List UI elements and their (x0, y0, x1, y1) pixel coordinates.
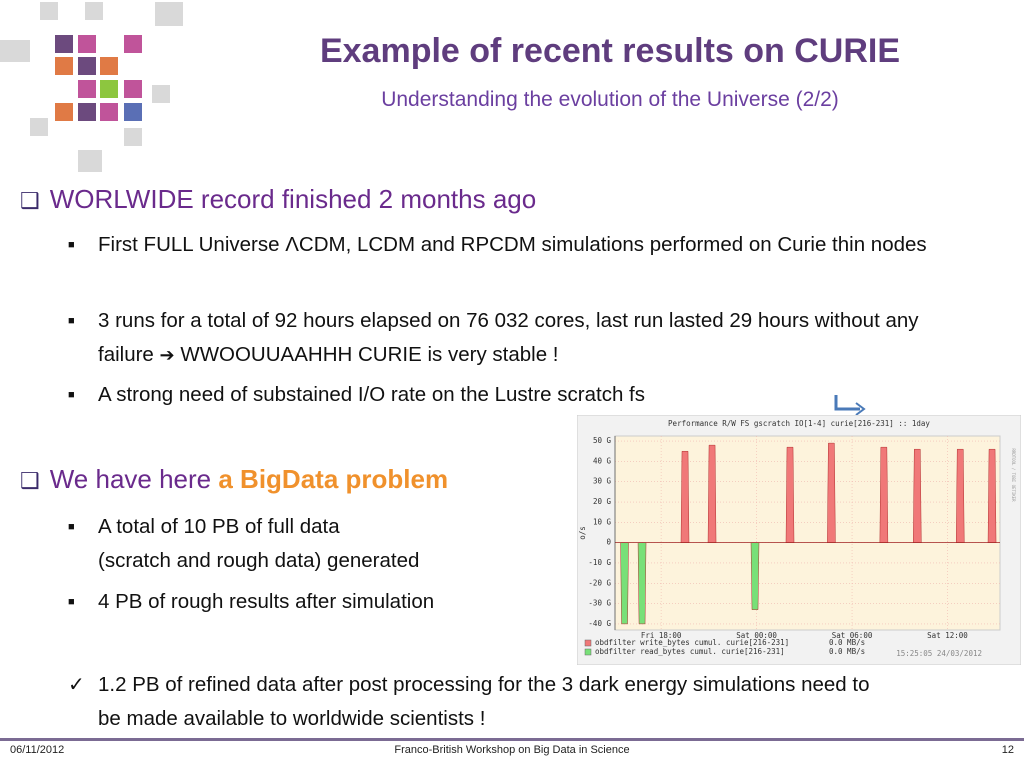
bullet: ■ A total of 10 PB of full data (scratch a… (68, 515, 420, 572)
spike (707, 444, 717, 543)
x-tick-label: Sat 06:00 (832, 631, 873, 640)
section-heading: ❑ We have here a BigData problem (20, 464, 449, 494)
bullet-text: 4 PB of rough results after simulation (98, 590, 435, 613)
slide-subtitle: Understanding the evolution of the Unive… (381, 88, 839, 111)
bullet-text: 3 runs for a total of 92 hours elapsed o… (98, 309, 919, 366)
arrow-icon (834, 395, 866, 416)
footer-date: 06/11/2012 (10, 744, 65, 756)
side-note: RRDTOOL / TOBI OETIKER (1011, 449, 1016, 503)
y-tick-label: 50 G (593, 436, 612, 445)
spike (955, 448, 965, 543)
footer-event: Franco-British Workshop on Big Data in S… (394, 744, 630, 756)
y-tick-label: -20 G (588, 578, 611, 587)
bullet-text: A strong need of substained I/O rate on … (98, 383, 645, 406)
footer-rule (0, 738, 1024, 741)
chart-title: Performance R/W FS gscratch IO[1-4] curi… (668, 419, 930, 428)
bullet-text: (scratch and rough data) generated (98, 549, 420, 572)
spike (785, 446, 795, 543)
y-tick-label: 20 G (593, 497, 612, 506)
legend-label: obdfilter read_bytes cumul. curie[216-23… (595, 647, 785, 656)
legend-swatch (584, 639, 592, 647)
y-tick-label: 40 G (593, 456, 612, 465)
section-heading: ❑ WORLWIDE record finished 2 months ago (20, 184, 537, 214)
y-tick-label: 10 G (593, 517, 612, 526)
heading-text: We have here (49, 464, 219, 494)
x-tick-label: Fri 18:00 (641, 631, 682, 640)
io-chart: Performance R/W FS gscratch IO[1-4] curi… (577, 415, 1021, 665)
heading-highlight: a BigData problem (218, 464, 449, 494)
y-tick-label: -30 G (588, 599, 611, 608)
check-bullet: ✓ 1.2 PB of refined data after post proce… (68, 673, 870, 730)
spike (680, 450, 690, 543)
timestamp: 15:25:05 24/03/2012 (896, 649, 982, 658)
legend-rate: 0.0 MB/s (829, 638, 865, 647)
spike (637, 542, 647, 625)
bullet: ■ 4 PB of rough results after simulation (68, 590, 435, 613)
footer-page: 12 (1001, 744, 1014, 756)
spike (879, 446, 889, 543)
bullet-text: 1.2 PB of refined data after post proces… (98, 673, 870, 730)
y-tick-label: -10 G (588, 558, 611, 567)
legend-swatch (584, 648, 592, 656)
bullet-text: A total of 10 PB of full data (98, 515, 340, 538)
y-axis-label: o/s (578, 526, 587, 540)
y-tick-label: 0 (606, 538, 611, 547)
plot-area (614, 435, 1001, 631)
x-tick-label: Sat 00:00 (736, 631, 777, 640)
x-tick-label: Sat 12:00 (927, 631, 968, 640)
bullet-text: First FULL Universe ΛCDM, LCDM and RPCDM… (98, 233, 927, 256)
legend-rate: 0.0 MB/s (829, 647, 865, 656)
heading-text: WORLWIDE record finished 2 months ago (49, 184, 537, 214)
spike (987, 448, 997, 543)
bullet: ■ 3 runs for a total of 92 hours elapsed … (68, 309, 919, 366)
spike (827, 442, 836, 543)
y-tick-label: 30 G (593, 477, 612, 486)
y-tick-label: -40 G (588, 619, 611, 628)
spike (620, 542, 629, 625)
bullet: ■ First FULL Universe ΛCDM, LCDM and RPCD… (68, 233, 927, 256)
spike (913, 448, 922, 543)
legend-label: obdfilter write_bytes cumul. curie[216-2… (595, 638, 789, 647)
bullet: ■ A strong need of substained I/O rate on… (68, 383, 645, 406)
slide-title: Example of recent results on CURIE (319, 32, 901, 70)
spike (750, 542, 760, 610)
bullet-text: WWOOUUAAHHH CURIE is very stable ! (180, 343, 559, 366)
